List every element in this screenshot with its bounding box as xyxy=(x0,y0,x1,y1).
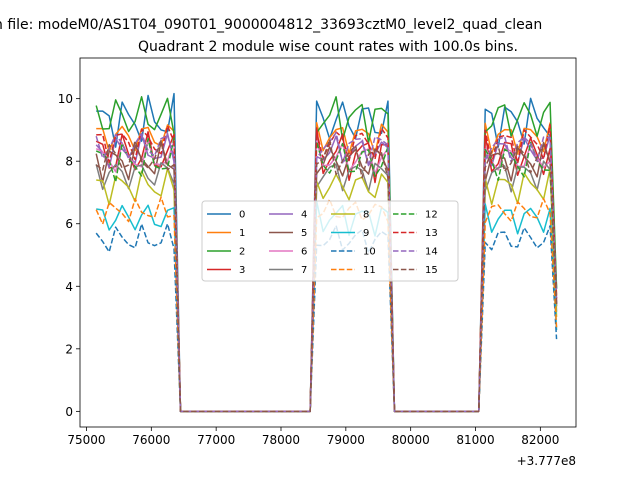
y-tick-label: 0 xyxy=(65,405,73,419)
legend-box xyxy=(201,200,459,282)
legend-label-4: 4 xyxy=(301,210,307,221)
axes-frame xyxy=(79,57,577,428)
y-tick-label: 10 xyxy=(58,92,73,106)
x-axis-offset-label: +3.777e8 xyxy=(517,454,576,468)
x-tick-label: 81000 xyxy=(456,433,494,447)
x-tick-label: 76000 xyxy=(132,433,170,447)
legend-label-13: 13 xyxy=(425,228,438,239)
legend-label-3: 3 xyxy=(239,265,245,276)
legend-label-14: 14 xyxy=(425,247,438,258)
legend-label-0: 0 xyxy=(239,210,245,221)
legend-label-5: 5 xyxy=(301,228,307,239)
legend-label-10: 10 xyxy=(363,247,376,258)
legend-label-15: 15 xyxy=(425,265,438,276)
figure-suptitle: n file: modeM0/AS1T04_090T01_9000004812_… xyxy=(0,17,542,33)
x-tick-label: 79000 xyxy=(327,433,365,447)
y-tick-label: 8 xyxy=(65,155,73,169)
axes-layer: 75000 76000 77000 78000 79000 80000 81000 82000… xyxy=(58,57,577,447)
x-tick-label: 78000 xyxy=(262,433,300,447)
legend-label-7: 7 xyxy=(301,265,307,276)
chart-title: Quadrant 2 module wise count rates with … xyxy=(138,39,518,55)
y-tick-label: 2 xyxy=(65,342,73,356)
legend-label-11: 11 xyxy=(363,265,376,276)
series-line-15 xyxy=(95,138,558,413)
x-tick-label: 77000 xyxy=(197,433,235,447)
series-line-14 xyxy=(95,131,558,413)
x-tick-label: 75000 xyxy=(67,433,105,447)
x-tick-label: 82000 xyxy=(521,433,559,447)
legend-label-1: 1 xyxy=(239,228,245,239)
x-tick-label: 80000 xyxy=(392,433,430,447)
y-tick-label: 6 xyxy=(65,217,73,231)
legend-label-9: 9 xyxy=(363,228,369,239)
y-tick-label: 4 xyxy=(65,280,73,294)
legend-label-6: 6 xyxy=(301,247,307,258)
legend-label-12: 12 xyxy=(425,210,438,221)
legend-label-2: 2 xyxy=(239,247,245,258)
legend-label-8: 8 xyxy=(363,210,369,221)
